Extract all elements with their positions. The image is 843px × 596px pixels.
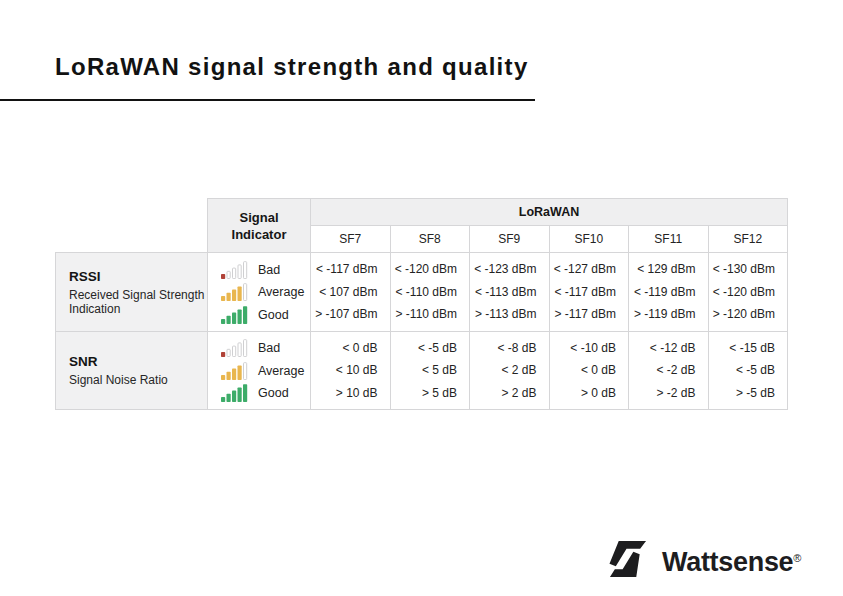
threshold-value: < 107 dBm (311, 281, 390, 304)
level-label: Good (258, 386, 289, 400)
threshold-value: < -130 dBm (709, 258, 788, 281)
level-label: Good (258, 308, 289, 322)
threshold-value: > -5 dB (709, 382, 788, 405)
wattsense-logo-icon (606, 540, 649, 578)
threshold-value: < -117 dBm (311, 258, 390, 281)
value-cell: < -15 dB< -5 dB> -5 dB (708, 332, 788, 410)
value-cell: < -8 dB< 2 dB> 2 dB (470, 332, 550, 410)
threshold-value: < -2 dB (629, 359, 708, 382)
threshold-value: < -8 dB (470, 337, 549, 360)
signal-bars-icon-bad (221, 339, 248, 357)
sf-column-header: SF10 (549, 226, 629, 253)
threshold-value: < 2 dB (470, 359, 549, 382)
registered-mark: ® (793, 552, 801, 564)
sf-column-header: SF7 (311, 226, 391, 253)
lorawan-header: LoRaWAN (311, 199, 788, 226)
threshold-value: < -120 dBm (709, 281, 788, 304)
threshold-value: < -117 dBm (550, 281, 629, 304)
signal-bars-icon-bad (221, 261, 248, 279)
signal-indicator-cell: Bad Average Good (208, 253, 311, 332)
signal-table: Signal Indicator LoRaWAN SF7SF8SF9SF10SF… (55, 198, 788, 410)
brand-text: Wattsense (662, 547, 793, 577)
signal-level-row: Bad (221, 258, 310, 281)
sf-column-header: SF12 (708, 226, 788, 253)
threshold-value: < -15 dB (709, 337, 788, 360)
threshold-value: < -113 dBm (470, 281, 549, 304)
brand-name: Wattsense® (662, 540, 801, 581)
blank-cell (56, 226, 208, 253)
blank-cell (56, 199, 208, 226)
threshold-value: > 0 dB (550, 382, 629, 405)
sf-column-header: SF8 (390, 226, 470, 253)
row-description: Received Signal Strength Indication (69, 288, 205, 316)
threshold-value: < 129 dBm (629, 258, 708, 281)
value-cell: < -117 dBm< 107 dBm> -107 dBm (311, 253, 391, 332)
threshold-value: < 0 dB (311, 337, 390, 360)
row-description: Signal Noise Ratio (69, 373, 205, 387)
threshold-value: < 10 dB (311, 359, 390, 382)
page-title: LoRaWAN signal strength and quality (55, 53, 529, 81)
value-cell: < -10 dB< 0 dB> 0 dB (549, 332, 629, 410)
signal-level-row: Average (221, 359, 310, 382)
threshold-value: < -127 dBm (550, 258, 629, 281)
threshold-value: < -12 dB (629, 337, 708, 360)
signal-level-row: Good (221, 303, 310, 326)
threshold-value: < -123 dBm (470, 258, 549, 281)
signal-level-row: Bad (221, 337, 310, 360)
level-label: Average (258, 364, 304, 378)
threshold-value: < -5 dB (391, 337, 470, 360)
value-cell: < -127 dBm< -117 dBm> -117 dBm (549, 253, 629, 332)
threshold-value: > -2 dB (629, 382, 708, 405)
threshold-value: > -113 dBm (470, 303, 549, 326)
value-cell: < 129 dBm< -119 dBm> -119 dBm (629, 253, 709, 332)
threshold-value: < -10 dB (550, 337, 629, 360)
level-label: Bad (258, 341, 280, 355)
value-cell: < -123 dBm< -113 dBm> -113 dBm (470, 253, 550, 332)
level-label: Bad (258, 263, 280, 277)
threshold-value: > 2 dB (470, 382, 549, 405)
value-cell: < -120 dBm< -110 dBm> -110 dBm (390, 253, 470, 332)
value-cell: < -5 dB< 5 dB> 5 dB (390, 332, 470, 410)
threshold-value: < -5 dB (709, 359, 788, 382)
threshold-value: > 10 dB (311, 382, 390, 405)
signal-indicator-header: Signal Indicator (208, 199, 311, 253)
threshold-value: > -107 dBm (311, 303, 390, 326)
signal-indicator-cell: Bad Average Good (208, 332, 311, 410)
signal-level-row: Average (221, 281, 310, 304)
value-cell: < -130 dBm< -120 dBm> -120 dBm (708, 253, 788, 332)
title-underline (0, 99, 535, 101)
value-cell: < 0 dB< 10 dB> 10 dB (311, 332, 391, 410)
signal-level-row: Good (221, 382, 310, 405)
threshold-value: > -110 dBm (391, 303, 470, 326)
signal-bars-icon-good (221, 306, 248, 324)
level-label: Average (258, 285, 304, 299)
signal-bars-icon-good (221, 384, 248, 402)
threshold-value: > -120 dBm (709, 303, 788, 326)
threshold-value: < -119 dBm (629, 281, 708, 304)
row-label-rssi: RSSI Received Signal Strength Indication (56, 253, 208, 332)
brand-logo: Wattsense® (606, 540, 801, 581)
signal-bars-icon-average (221, 362, 248, 380)
threshold-value: < 0 dB (550, 359, 629, 382)
sf-column-header: SF11 (629, 226, 709, 253)
signal-bars-icon-average (221, 283, 248, 301)
threshold-value: < -120 dBm (391, 258, 470, 281)
row-name: RSSI (69, 269, 207, 284)
threshold-value: < -110 dBm (391, 281, 470, 304)
threshold-value: < 5 dB (391, 359, 470, 382)
row-label-snr: SNR Signal Noise Ratio (56, 332, 208, 410)
value-cell: < -12 dB< -2 dB> -2 dB (629, 332, 709, 410)
threshold-value: > 5 dB (391, 382, 470, 405)
sf-column-header: SF9 (470, 226, 550, 253)
row-name: SNR (69, 354, 207, 369)
threshold-value: > -117 dBm (550, 303, 629, 326)
threshold-value: > -119 dBm (629, 303, 708, 326)
